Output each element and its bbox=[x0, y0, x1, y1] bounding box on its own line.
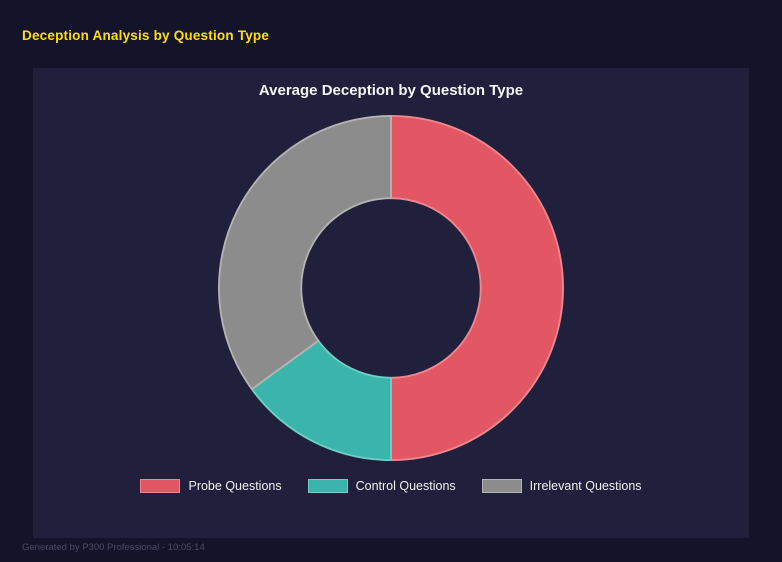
legend-item-probe: Probe Questions bbox=[140, 479, 282, 493]
legend-swatch-control bbox=[307, 479, 348, 493]
legend-item-control: Control Questions bbox=[307, 479, 456, 493]
legend-label-irrelevant: Irrelevant Questions bbox=[529, 479, 642, 493]
legend-label-control: Control Questions bbox=[355, 479, 456, 493]
donut-segment-2 bbox=[218, 115, 392, 391]
chart-legend: Probe Questions Control Questions Irrele… bbox=[33, 479, 749, 493]
donut-chart bbox=[218, 115, 564, 461]
chart-panel: Average Deception by Question Type Probe… bbox=[33, 68, 749, 538]
donut-chart-area bbox=[33, 101, 749, 475]
chart-title: Average Deception by Question Type bbox=[258, 82, 524, 99]
legend-item-irrelevant: Irrelevant Questions bbox=[481, 479, 642, 493]
page-title: Deception Analysis by Question Type bbox=[22, 28, 270, 43]
footer-status: Generated by P300 Professional - 10:05:1… bbox=[22, 542, 205, 553]
legend-label-probe: Probe Questions bbox=[188, 479, 282, 493]
legend-swatch-irrelevant bbox=[481, 479, 522, 493]
legend-swatch-probe bbox=[140, 479, 181, 493]
donut-segment-0 bbox=[390, 115, 564, 461]
